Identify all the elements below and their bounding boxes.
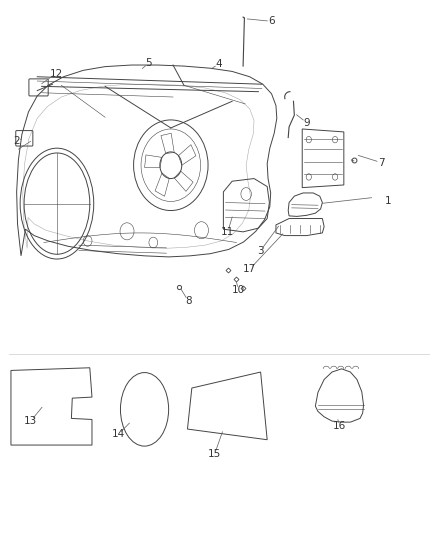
Text: 3: 3 <box>257 246 264 255</box>
Text: 9: 9 <box>303 118 310 127</box>
Text: 17: 17 <box>243 264 256 274</box>
Text: 11: 11 <box>221 227 234 237</box>
Text: 6: 6 <box>268 17 275 26</box>
Text: 10: 10 <box>232 286 245 295</box>
Text: 13: 13 <box>24 416 37 426</box>
Text: 8: 8 <box>185 296 192 306</box>
Text: 12: 12 <box>49 69 63 78</box>
Text: 2: 2 <box>13 136 20 146</box>
Text: 16: 16 <box>333 422 346 431</box>
Text: 1: 1 <box>384 197 391 206</box>
Text: 4: 4 <box>215 59 223 69</box>
Text: 14: 14 <box>112 430 125 439</box>
Text: 15: 15 <box>208 449 221 459</box>
Text: 5: 5 <box>145 58 152 68</box>
Text: 7: 7 <box>378 158 385 167</box>
